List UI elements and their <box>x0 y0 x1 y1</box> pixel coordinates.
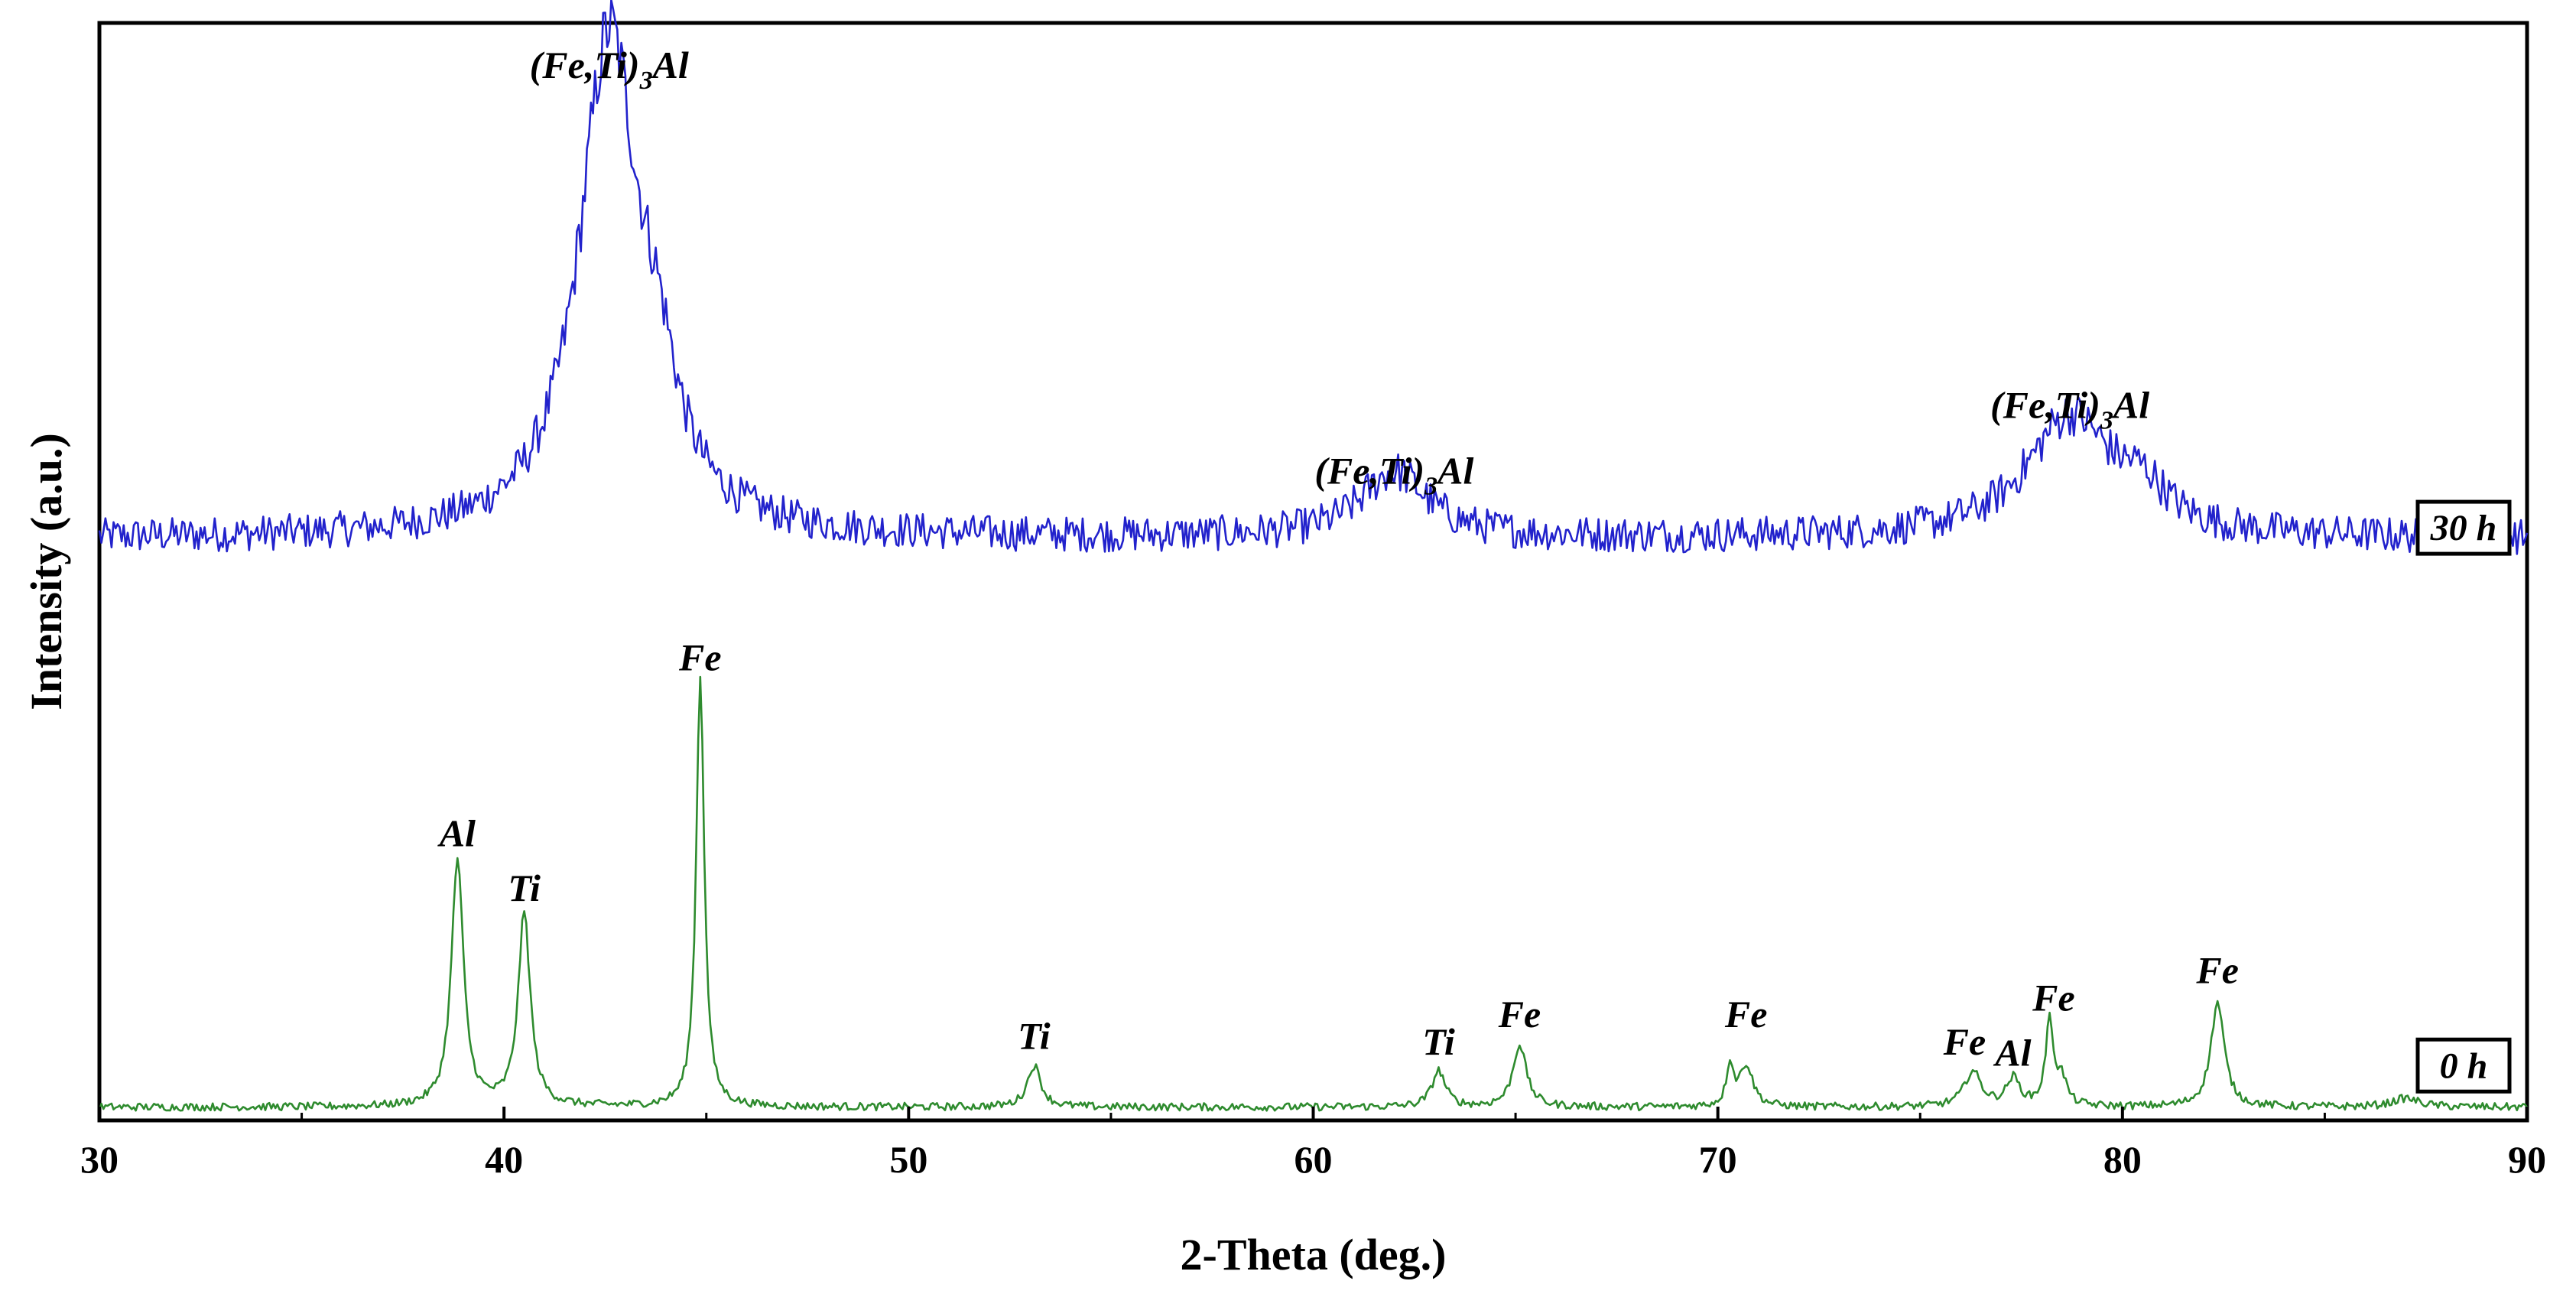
peak-label: Ti <box>1422 1020 1455 1063</box>
axes: 2-Theta (deg.) Intensity (a.u.) 30 40 50 60… <box>21 433 2546 1279</box>
x-tick-label: 70 <box>1699 1138 1737 1181</box>
peak-label: Fe <box>2195 949 2239 992</box>
series-line-0h <box>98 675 2529 1112</box>
peak-label: (Fe,Ti)3Al <box>530 44 689 95</box>
peak-label: Fe <box>1724 993 1768 1036</box>
peak-label: Fe <box>1498 993 1541 1036</box>
peak-label: Fe <box>2032 977 2075 1019</box>
peak-label: Ti <box>508 866 541 909</box>
x-tick-label: 80 <box>2103 1138 2142 1181</box>
y-axis-title: Intensity (a.u.) <box>21 433 71 710</box>
x-tick-label: 60 <box>1294 1138 1333 1181</box>
x-tick-label: 90 <box>2508 1138 2546 1181</box>
peak-label: Ti <box>1018 1015 1051 1058</box>
series-label-box <box>2415 499 2512 556</box>
peak-label: Fe <box>1943 1020 1986 1063</box>
series-lines <box>98 0 2529 1112</box>
series-labels: 30 h 0 h <box>2415 499 2512 1094</box>
series-line-30h <box>98 0 2529 555</box>
peak-label: Al <box>1993 1031 2031 1074</box>
peak-label: (Fe,Ti)3Al <box>1990 384 2149 435</box>
x-tick-label: 30 <box>80 1138 119 1181</box>
peak-label: Fe <box>678 636 722 679</box>
peak-label: (Fe,Ti)3Al <box>1314 450 1473 501</box>
peak-label: Al <box>437 811 476 854</box>
series-label-text: 30 h <box>2430 508 2497 548</box>
x-tick-label: 40 <box>485 1138 523 1181</box>
x-tick-label: 50 <box>889 1138 927 1181</box>
series-label-text: 0 h <box>2440 1045 2488 1086</box>
x-axis-title: 2-Theta (deg.) <box>1181 1230 1447 1279</box>
series-label-box <box>2415 1037 2512 1094</box>
